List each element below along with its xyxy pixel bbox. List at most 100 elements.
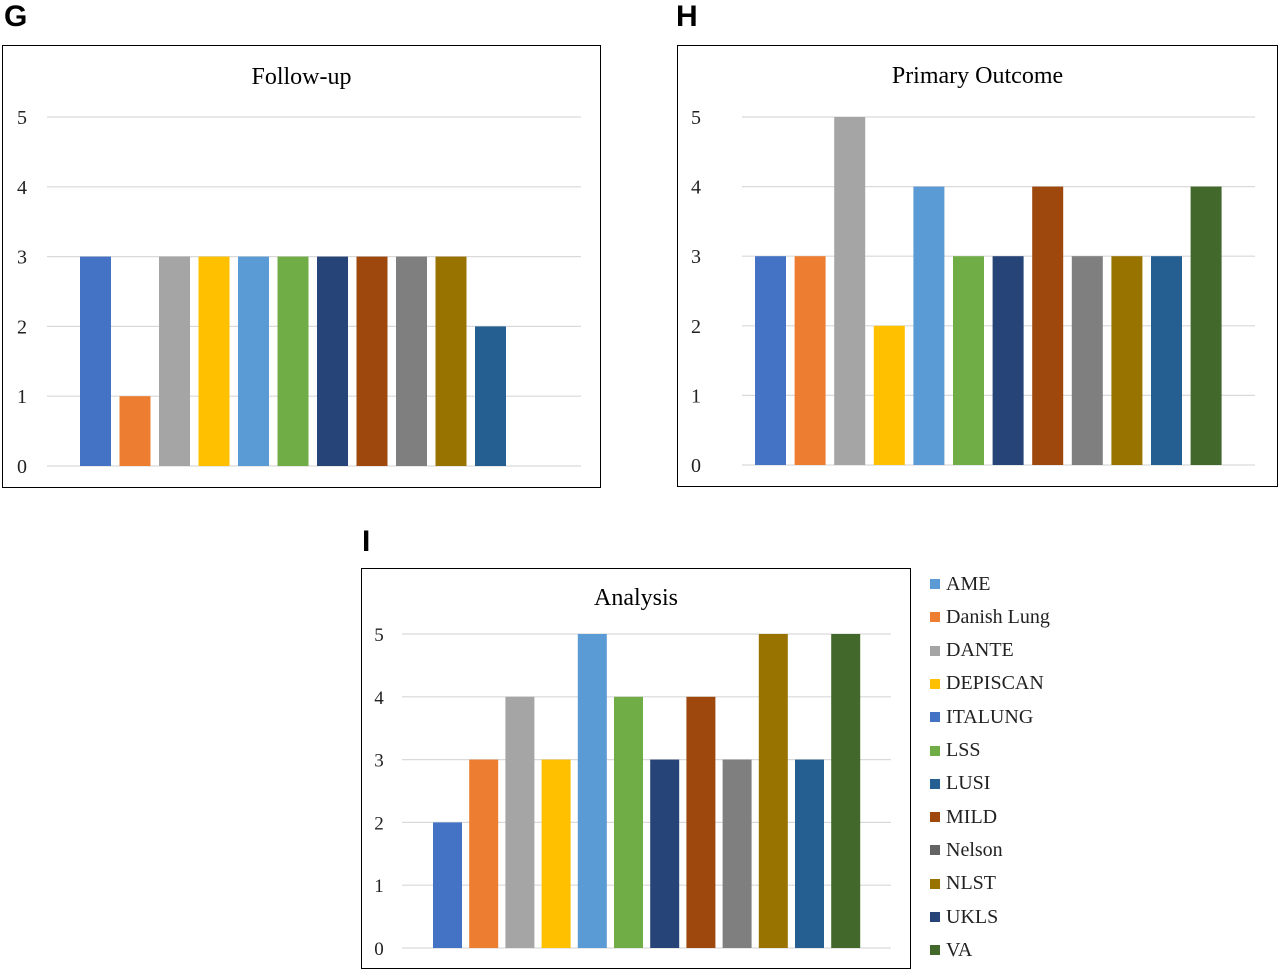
chart-analysis: Analysis 0 1 2 3 4 5 (361, 568, 911, 969)
bar (1190, 186, 1222, 465)
legend-label: MILD (946, 805, 998, 828)
legend-item: ITALUNG (930, 705, 1033, 729)
bar (1111, 256, 1143, 465)
y-tick-label: 1 (374, 876, 384, 897)
legend-swatch (930, 912, 940, 922)
bar (758, 634, 788, 948)
bar (541, 759, 571, 948)
bar (1071, 256, 1103, 465)
bar (238, 256, 269, 466)
bar (755, 256, 786, 465)
legend-label: LSS (946, 739, 981, 761)
legend-swatch (930, 645, 940, 656)
legend-label: UKLS (946, 905, 999, 928)
bar (834, 117, 866, 465)
panel-letter-i: I (362, 525, 371, 558)
panel-letter-h: H (676, 0, 698, 33)
bar (831, 634, 861, 948)
bar (198, 256, 230, 466)
y-tick-label: 4 (17, 177, 27, 199)
legend-item: AME (930, 572, 990, 596)
legend-item: MILD (930, 805, 997, 829)
y-tick-label: 4 (374, 688, 384, 709)
bar (1032, 186, 1064, 465)
chart-title: Follow-up (251, 64, 352, 90)
bar (794, 256, 826, 465)
legend-label: ITALUNG (946, 705, 1034, 728)
y-tick-label: 1 (17, 386, 27, 408)
legend-label: VA (946, 938, 973, 961)
legend-item: DEPISCAN (930, 672, 1044, 696)
bar (722, 759, 752, 948)
y-tick-label: 2 (691, 316, 701, 338)
legend-swatch (930, 712, 940, 723)
legend-label: DANTE (946, 639, 1014, 662)
legend-item: Danish Lung (930, 605, 1050, 629)
bar (119, 396, 151, 466)
y-tick-label: 5 (374, 625, 384, 646)
bar (159, 256, 190, 466)
chart-title: Analysis (594, 585, 678, 611)
chart-plot-area: 0 1 2 3 4 5 (691, 107, 1255, 477)
panel-letter-g: G (4, 0, 28, 33)
chart-plot-area: 0 1 2 3 4 5 (17, 107, 581, 478)
chart-primary-outcome: Primary Outcome 0 1 2 3 4 5 (677, 45, 1278, 487)
legend-item: NLST (930, 872, 996, 896)
bar (1151, 256, 1182, 465)
legend-item: VA (930, 938, 972, 962)
legend-swatch (930, 812, 940, 823)
bar (686, 696, 716, 948)
bar (953, 256, 984, 465)
legend-label: NLST (946, 872, 996, 895)
bar (992, 256, 1024, 465)
bar (650, 759, 680, 948)
y-tick-label: 0 (17, 456, 27, 478)
bar (356, 256, 388, 466)
y-tick-label: 4 (691, 177, 701, 199)
legend-swatch (930, 878, 940, 889)
legend-item: Nelson (930, 838, 1003, 862)
legend-swatch (930, 678, 940, 689)
y-tick-label: 3 (691, 246, 701, 268)
legend-swatch (930, 612, 940, 623)
legend-swatch (930, 778, 940, 789)
bar (795, 759, 824, 948)
bar (396, 256, 427, 466)
legend-swatch (930, 745, 940, 756)
legend-label: Nelson (946, 838, 1003, 861)
bar (317, 256, 348, 466)
bar (873, 325, 905, 465)
legend-item: UKLS (930, 905, 998, 929)
legend-label: DEPISCAN (946, 672, 1044, 695)
legend-label: AME (946, 572, 991, 595)
y-tick-label: 5 (17, 107, 27, 129)
legend-label: LUSI (946, 772, 991, 795)
y-tick-label: 2 (17, 316, 27, 338)
y-tick-label: 3 (374, 751, 384, 772)
legend-swatch (930, 579, 940, 589)
y-tick-label: 3 (17, 247, 27, 269)
bar (577, 634, 607, 948)
y-tick-label: 1 (691, 385, 701, 407)
legend-item: LUSI (930, 772, 990, 796)
bar (80, 256, 111, 466)
chart-follow-up: Follow-up 0 1 2 3 4 5 (2, 45, 601, 488)
chart-plot-area: 0 1 2 3 4 5 (374, 625, 891, 960)
legend-swatch (930, 845, 940, 856)
y-tick-label: 0 (691, 455, 701, 477)
bar (505, 696, 535, 948)
bar (435, 256, 467, 466)
y-tick-label: 0 (374, 939, 384, 960)
y-tick-label: 5 (691, 107, 701, 129)
bar (614, 696, 643, 948)
bar (475, 326, 506, 466)
bar (277, 256, 309, 466)
chart-title: Primary Outcome (891, 63, 1064, 89)
bar (469, 759, 499, 948)
bar (913, 186, 945, 465)
y-tick-label: 2 (374, 813, 384, 834)
legend-item: LSS (930, 739, 980, 763)
bar (433, 822, 462, 948)
legend-label: Danish Lung (946, 605, 1050, 628)
legend-swatch (930, 945, 940, 956)
